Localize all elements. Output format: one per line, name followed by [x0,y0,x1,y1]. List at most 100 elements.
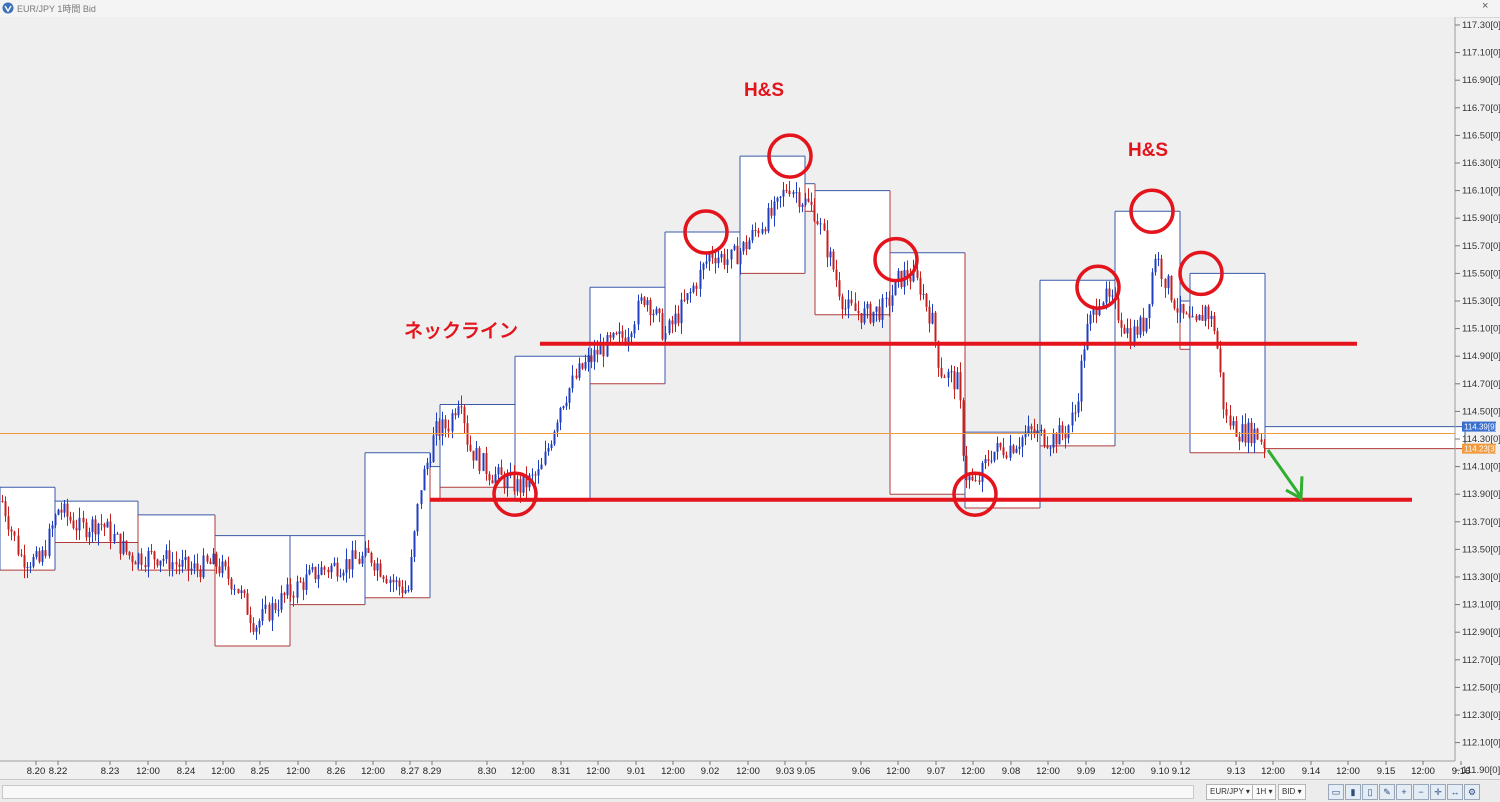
candle-body [1052,434,1055,448]
candle-body [187,556,190,571]
candle-body [237,588,240,594]
candle-body [1083,349,1086,361]
candle-body [792,192,795,195]
candle-body [401,586,404,593]
price-tick-label: 116.30[0] [1462,158,1500,169]
candle-body [54,514,57,526]
candle-body [184,556,187,560]
price-tick-label: 112.70[0] [1462,655,1500,666]
candle-body [953,371,956,390]
candle-body [1232,421,1235,426]
bottom-toolbar: EUR/JPY ▾ 1H ▾ BID ▾ ▭ ▮ ▯ ✎ + − ✛ ↔ ⚙ [0,779,1500,802]
candle-body [72,520,75,529]
price-chart[interactable]: H&S H&S ネックライン 117.30[0] 117.10[0] 116.90[0]… [0,17,1500,779]
time-tick-label: 9.15 [1377,766,1396,777]
candle-body [717,257,720,264]
candle-body [1,501,4,503]
candle-body [1198,314,1201,321]
candle-chart-icon[interactable]: ▯ [1362,784,1378,800]
candle-body [723,253,726,265]
candle-body [881,298,884,320]
price-axis[interactable]: 117.30[0] 117.10[0] 116.90[0] 116.70[0] 116.… [1455,20,1500,776]
settings-icon[interactable]: ⚙ [1464,784,1480,800]
candle-body [159,560,162,566]
candle-body [987,459,990,461]
candle-body [1080,360,1083,402]
candle-body [1120,320,1123,328]
candle-body [612,333,615,338]
candle-body [162,559,165,561]
candle-body [1139,317,1142,335]
candle-body [1247,422,1250,443]
candle-body [537,469,540,476]
candle-body [410,557,413,591]
symbol-select[interactable]: EUR/JPY ▾ [1206,784,1254,800]
candle-body [909,277,912,282]
candle-body [668,320,671,334]
candle-body [63,503,66,513]
time-axis[interactable]: 8.20 8.22 8.23 12:00 8.24 12:00 8.25 12:00 8.26 1… [27,761,1471,777]
bar-chart-icon[interactable]: ▮ [1345,784,1361,800]
candle-body [683,299,686,301]
time-tick-label: 12:00 [1336,766,1360,777]
price-tick-label: 114.50[0] [1462,406,1500,417]
range-box [1190,273,1265,453]
price-tick-label: 112.10[0] [1462,738,1500,749]
candle-body [602,344,605,357]
draw-tool-icon[interactable]: ✎ [1379,784,1395,800]
candle-body [1077,401,1080,413]
candle-body [1117,298,1120,321]
app-logo-icon [2,2,14,14]
range-box [965,432,1040,508]
candle-body [931,312,934,324]
candle-body [116,533,119,535]
chart-type-icon[interactable]: ▭ [1328,784,1344,800]
last-price-tags: 114.39[9] 114.23[3] [1462,421,1497,454]
window-title: EUR/JPY 1時間 Bid [17,4,96,14]
candle-body [311,567,314,570]
candle-body [968,476,971,481]
candle-body [534,474,537,476]
timeframe-select[interactable]: 1H ▾ [1252,784,1277,800]
price-type-select[interactable]: BID ▾ [1278,784,1306,800]
candle-body [1207,306,1210,319]
scroll-icon[interactable]: ↔ [1447,784,1463,800]
candles [1,180,1266,640]
time-tick-label: 9.16 [1452,766,1471,777]
candle-body [103,524,106,528]
ask-price-tag-bg [1462,421,1496,432]
time-tick-label: 8.27 [401,766,420,777]
candle-body [547,447,550,452]
candle-body [308,569,311,575]
candle-body [460,406,463,408]
candle-body [854,303,857,311]
candle-body [175,562,178,565]
candle-body [646,300,649,306]
candle-body [584,362,587,369]
candle-body [404,590,407,593]
hs-label-right: H&S [1128,140,1168,161]
candle-body [1009,445,1012,458]
candle-body [137,553,140,565]
crosshair-icon[interactable]: ✛ [1430,784,1446,800]
time-tick-label: 12:00 [661,766,685,777]
candle-body [196,563,199,570]
close-icon[interactable]: × [1482,0,1489,12]
candle-body [1089,314,1092,324]
candle-body [835,269,838,281]
candle-body [348,559,351,570]
bid-price-tag-bg [1462,443,1496,454]
candle-body [1191,315,1194,318]
candle-body [652,313,655,316]
candle-body [807,198,810,202]
candle-body [447,428,450,432]
candle-body [1222,372,1225,410]
time-tick-label: 12:00 [886,766,910,777]
zoom-in-icon[interactable]: + [1396,784,1412,800]
candle-body [336,562,339,577]
horizontal-scrollbar[interactable] [2,785,1194,799]
zoom-out-icon[interactable]: − [1413,784,1429,800]
candle-body [478,448,481,471]
candle-body [878,306,881,320]
candle-body [562,406,565,409]
